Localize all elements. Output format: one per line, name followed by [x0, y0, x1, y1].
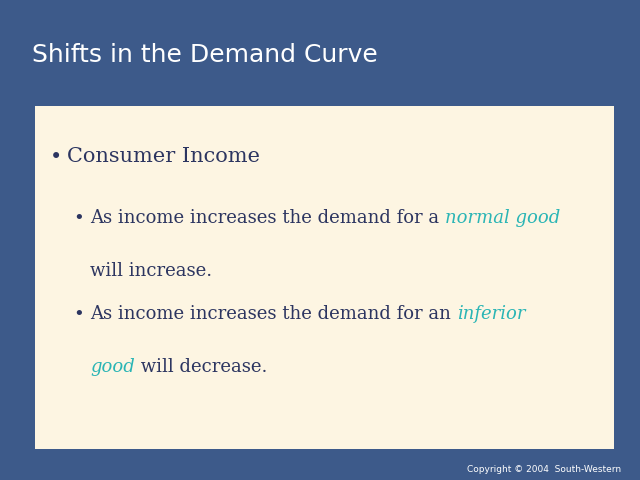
Text: As income increases the demand for a: As income increases the demand for a [90, 208, 445, 227]
Text: •: • [73, 208, 84, 227]
Text: will decrease.: will decrease. [135, 358, 268, 376]
Text: normal good: normal good [445, 208, 561, 227]
Text: •: • [50, 147, 62, 167]
Text: Shifts in the Demand Curve: Shifts in the Demand Curve [32, 43, 378, 67]
Text: Copyright © 2004  South-Western: Copyright © 2004 South-Western [467, 465, 621, 474]
Text: •: • [73, 305, 84, 323]
Text: inferior: inferior [457, 305, 525, 323]
Text: As income increases the demand for an: As income increases the demand for an [90, 305, 457, 323]
Text: good: good [90, 358, 135, 376]
Text: will increase.: will increase. [90, 262, 212, 280]
Text: Consumer Income: Consumer Income [67, 147, 260, 166]
